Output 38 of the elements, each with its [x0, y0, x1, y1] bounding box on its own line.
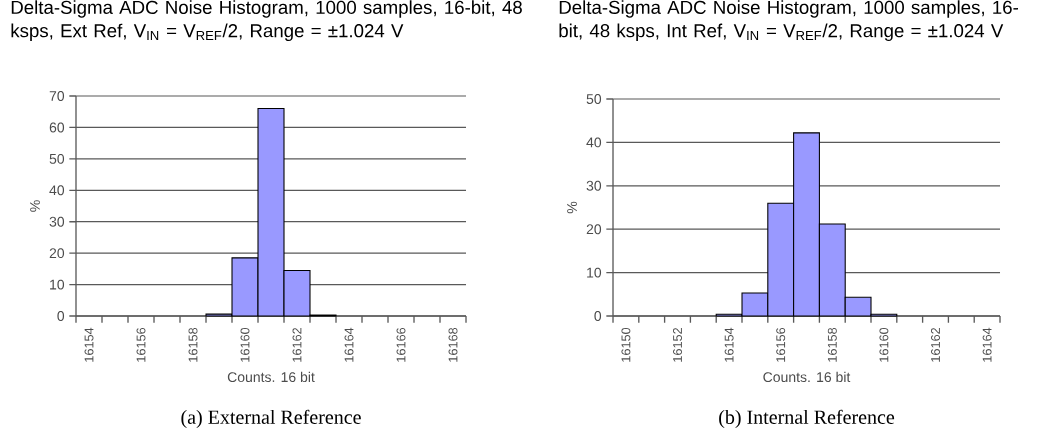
- x-tick-label: 16156: [136, 327, 146, 362]
- x-tick-label: 16152: [673, 328, 682, 362]
- x-tick-label: 16158: [827, 327, 837, 362]
- x-tick-label: 16150: [621, 327, 631, 362]
- y-tick-label: 40: [586, 137, 602, 148]
- x-tick-label: 16162: [292, 328, 302, 362]
- y-tick-label: 50: [586, 94, 602, 104]
- text: (a) External Reference: [181, 409, 361, 429]
- y-tick-label: 20: [49, 248, 65, 259]
- y-tick-label: 50: [49, 153, 65, 164]
- x-tick-label: 16154: [724, 327, 734, 362]
- y-tick-label: 0: [594, 311, 602, 321]
- y-tick-label: 30: [586, 180, 602, 191]
- x-axis-title: Counts. 16 bit: [227, 371, 315, 383]
- x-tick-label: 16158: [188, 327, 198, 362]
- y-tick-label: 30: [49, 216, 65, 227]
- x-axis-title: Counts. 16 bit: [763, 371, 851, 383]
- y-tick-label: 70: [49, 91, 65, 101]
- y-tick-label: 10: [50, 279, 65, 290]
- x-tick-label: 16160: [240, 327, 250, 362]
- x-tick-label: 16156: [776, 327, 786, 362]
- x-tick-label: 16154: [84, 327, 94, 362]
- y-tick-label: 40: [49, 185, 65, 196]
- x-tick-label: 16162: [931, 328, 940, 362]
- x-tick-label: 16164: [344, 327, 354, 362]
- x-tick-label: 16166: [396, 327, 406, 362]
- y-tick-label: 20: [586, 224, 602, 235]
- x-tick-label: 16164: [982, 327, 992, 362]
- y-tick-label: 10: [587, 267, 602, 278]
- y-axis-title: %: [30, 200, 40, 212]
- y-axis-title: %: [567, 201, 577, 214]
- chart-title: Delta-Sigma ADC Noise Histogram, 1000 samples, 16-bit, 48 ksps, Int Ref, V$_{IN}$ = V$_{REF}$/2, Range = ±1.024 V: [559, 0, 1018, 41]
- chart-title: Delta-Sigma ADC Noise Histogram, 1000 samples, 16-bit, 48 ksps, Ext Ref, V$_{IN}$ = V$_{REF}$/2, Range = ±1.024 V: [11, 0, 522, 42]
- y-tick-label: 60: [49, 122, 65, 133]
- x-tick-label: 16168: [448, 327, 458, 362]
- x-tick-label: 16160: [879, 327, 889, 362]
- y-tick-label: 0: [57, 311, 65, 321]
- text: (b) Internal Reference: [719, 409, 895, 429]
